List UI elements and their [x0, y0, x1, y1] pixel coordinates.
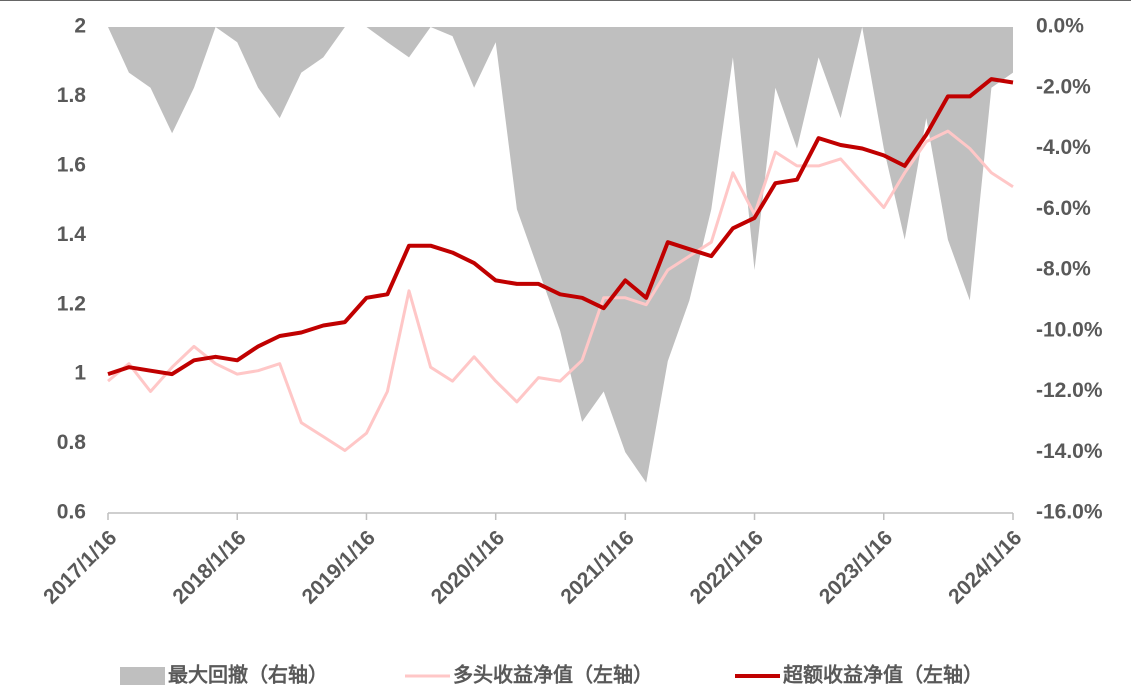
x-tick-label: 2020/1/16 — [427, 526, 509, 608]
y-tick-label: 1.6 — [57, 153, 86, 176]
y-tick-label: 1 — [74, 362, 86, 385]
drawdown-area — [108, 27, 1013, 483]
legend-label: 超额收益净值（左轴） — [782, 662, 983, 686]
series-line — [107, 129, 1014, 452]
y2-tick-label: -2.0% — [1036, 75, 1091, 98]
x-tick-label: 2018/1/16 — [168, 526, 250, 608]
y-tick-label: 1.4 — [57, 223, 87, 246]
x-tick-label: 2023/1/16 — [815, 526, 897, 608]
y-tick-label: 2 — [74, 15, 86, 38]
legend-swatch — [120, 667, 165, 685]
series-line — [107, 77, 1014, 377]
x-tick-label: 2017/1/16 — [39, 526, 121, 608]
x-tick-label: 2021/1/16 — [556, 526, 638, 608]
y2-tick-label: -8.0% — [1036, 258, 1091, 281]
y2-tick-label: -6.0% — [1036, 197, 1091, 220]
y-tick-label: 0.6 — [57, 501, 86, 524]
y2-tick-label: -12.0% — [1036, 379, 1103, 402]
y2-tick-label: -10.0% — [1036, 318, 1103, 341]
legend-label: 最大回撤（右轴） — [168, 662, 328, 686]
x-tick-label: 2019/1/16 — [298, 526, 380, 608]
y-tick-label: 0.8 — [57, 431, 87, 454]
y2-tick-label: -16.0% — [1036, 501, 1103, 524]
legend-label: 多头收益净值（左轴） — [453, 662, 653, 686]
x-tick-label: 2024/1/16 — [944, 526, 1026, 608]
y-tick-label: 1.8 — [57, 84, 87, 107]
x-tick-label: 2022/1/16 — [686, 526, 768, 608]
y2-tick-label: 0.0% — [1036, 15, 1084, 38]
y-tick-label: 1.2 — [57, 292, 86, 315]
y2-tick-label: -14.0% — [1036, 440, 1103, 463]
y2-tick-label: -4.0% — [1036, 136, 1091, 159]
